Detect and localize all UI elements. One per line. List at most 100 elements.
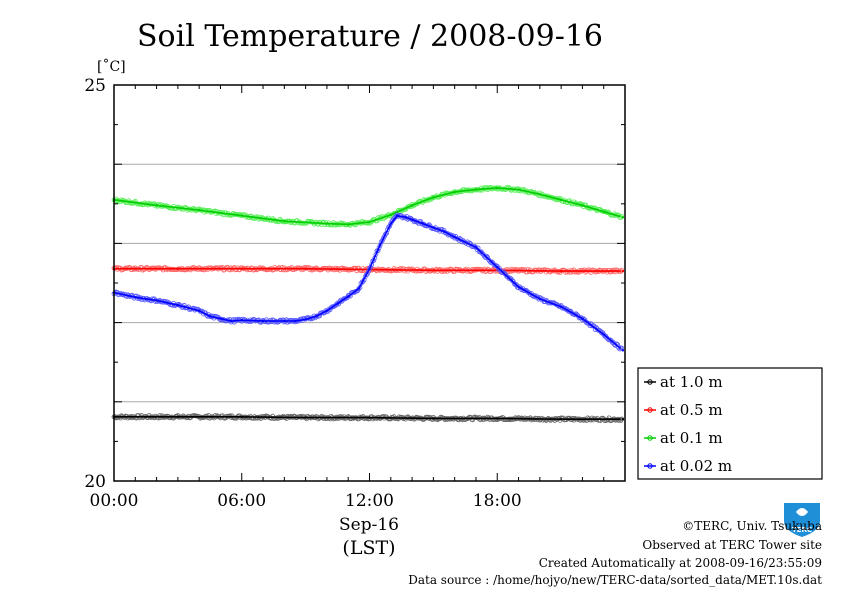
data-point — [410, 204, 414, 207]
series-line-1 — [114, 415, 621, 421]
data-point — [240, 214, 243, 217]
data-point — [496, 417, 499, 420]
data-point — [496, 186, 499, 190]
legend-box — [637, 367, 823, 480]
data-point — [240, 267, 243, 270]
credit-created: Created Automatically at 2008-09-16/23:5… — [539, 556, 822, 570]
data-point — [347, 223, 350, 226]
sample-point — [581, 417, 586, 423]
sample-point — [619, 267, 625, 273]
sample-point — [401, 266, 406, 272]
sample-point — [496, 266, 502, 271]
data-point — [197, 309, 201, 312]
data-point — [602, 333, 605, 336]
chart-title: Soil Temperature / 2008-09-16 — [137, 19, 603, 54]
legend-swatch-marker — [647, 463, 653, 469]
sample-point — [528, 417, 534, 423]
data-point — [559, 269, 563, 273]
sample-point — [449, 233, 454, 238]
axis-ticks: 00:00 06:00 12:00 18:00 20 25 — [84, 76, 626, 511]
data-point — [229, 319, 233, 323]
legend-label: at 1.0 m — [660, 373, 723, 391]
legend-swatch-marker — [647, 379, 653, 385]
data-point — [453, 235, 456, 239]
data-point — [395, 214, 399, 217]
data-point — [432, 196, 435, 199]
data-point — [197, 208, 201, 212]
legend-swatch-marker — [647, 407, 653, 413]
data-point — [134, 296, 137, 299]
data-point — [453, 190, 456, 194]
sample-point — [434, 266, 439, 272]
data-point — [304, 318, 307, 321]
data-point — [421, 222, 424, 225]
sample-point — [509, 278, 515, 283]
legend-label: at 0.5 m — [660, 401, 723, 419]
series-4 — [111, 212, 625, 352]
sample-point — [253, 415, 258, 421]
sample-point — [363, 272, 369, 278]
data-point — [176, 415, 180, 419]
x-axis-timezone-label: (LST) — [342, 537, 395, 559]
data-point — [474, 188, 478, 191]
data-point — [304, 267, 307, 270]
data-point — [357, 287, 361, 290]
series-line-4 — [113, 214, 622, 350]
y-axis-unit: [˚C] — [97, 58, 126, 75]
data-point — [347, 295, 350, 298]
data-point — [404, 216, 407, 219]
credit-observed: Observed at TERC Tower site — [642, 538, 822, 552]
data-point — [325, 222, 329, 225]
data-point — [538, 193, 542, 196]
data-point — [208, 315, 212, 318]
data-point — [155, 204, 158, 207]
data-point — [602, 210, 605, 213]
data-point — [410, 218, 414, 221]
data-point — [368, 267, 371, 270]
y-tick-label: 25 — [84, 76, 106, 96]
sample-point — [364, 220, 370, 226]
data-point — [325, 309, 329, 312]
sample-point — [379, 238, 385, 244]
data-point — [336, 302, 339, 305]
terc-logo-text: TERC — [792, 526, 812, 534]
sample-point — [349, 416, 354, 421]
x-axis-date-label: Sep-16 — [339, 515, 399, 535]
credit-source: Data source : /home/hojyo/new/TERC-data/… — [408, 573, 822, 587]
data-point — [240, 415, 243, 419]
data-point — [176, 303, 180, 307]
sample-point — [324, 416, 330, 421]
sample-point — [455, 267, 461, 272]
data-point — [621, 269, 625, 273]
data-point — [283, 319, 286, 323]
series-3-samples — [111, 184, 625, 228]
data-point — [559, 198, 563, 202]
data-point — [293, 319, 297, 323]
x-tick-label: 06:00 — [217, 491, 266, 511]
x-tick-label: 12:00 — [345, 491, 394, 511]
data-point — [304, 416, 307, 419]
data-point — [240, 319, 243, 322]
data-point — [389, 213, 392, 217]
x-tick-label: 18:00 — [473, 491, 522, 511]
sample-point — [346, 267, 352, 273]
sample-point — [334, 302, 339, 307]
data-point — [368, 220, 371, 224]
data-point — [581, 317, 584, 320]
terc-logo-shield — [784, 503, 820, 537]
data-point — [621, 349, 625, 352]
data-point — [389, 222, 392, 225]
data-point — [517, 285, 520, 289]
legend-label: at 0.02 m — [660, 457, 732, 475]
data-point — [219, 317, 222, 320]
data-point — [283, 220, 286, 223]
data-point — [621, 418, 625, 421]
sample-point — [444, 416, 450, 422]
gridlines — [114, 163, 625, 403]
data-point — [621, 216, 625, 219]
data-point — [581, 204, 584, 207]
legend: at 1.0 m at 0.5 m at 0.1 m at 0.02 m — [637, 367, 823, 480]
data-point — [559, 305, 563, 308]
series-layer — [111, 184, 625, 423]
credit-copyright: ©TERC, Univ. Tsukuba — [682, 519, 822, 533]
